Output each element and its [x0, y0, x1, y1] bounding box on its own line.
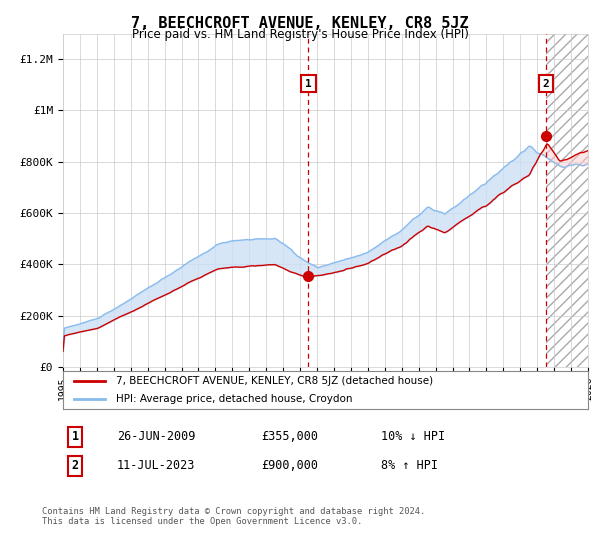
Bar — [546, 34, 588, 367]
Text: 2: 2 — [71, 459, 79, 473]
Text: 26-JUN-2009: 26-JUN-2009 — [117, 430, 196, 444]
Text: 1: 1 — [305, 78, 312, 88]
Text: 7, BEECHCROFT AVENUE, KENLEY, CR8 5JZ (detached house): 7, BEECHCROFT AVENUE, KENLEY, CR8 5JZ (d… — [115, 376, 433, 386]
Text: 2: 2 — [543, 78, 550, 88]
Text: 11-JUL-2023: 11-JUL-2023 — [117, 459, 196, 473]
Text: 10% ↓ HPI: 10% ↓ HPI — [381, 430, 445, 444]
Text: 8% ↑ HPI: 8% ↑ HPI — [381, 459, 438, 473]
Text: £355,000: £355,000 — [261, 430, 318, 444]
Text: HPI: Average price, detached house, Croydon: HPI: Average price, detached house, Croy… — [115, 394, 352, 404]
Text: £900,000: £900,000 — [261, 459, 318, 473]
Text: 7, BEECHCROFT AVENUE, KENLEY, CR8 5JZ: 7, BEECHCROFT AVENUE, KENLEY, CR8 5JZ — [131, 16, 469, 31]
Bar — [546, 34, 588, 367]
Text: Contains HM Land Registry data © Crown copyright and database right 2024.
This d: Contains HM Land Registry data © Crown c… — [42, 507, 425, 526]
Text: 1: 1 — [71, 430, 79, 444]
Text: Price paid vs. HM Land Registry's House Price Index (HPI): Price paid vs. HM Land Registry's House … — [131, 28, 469, 41]
